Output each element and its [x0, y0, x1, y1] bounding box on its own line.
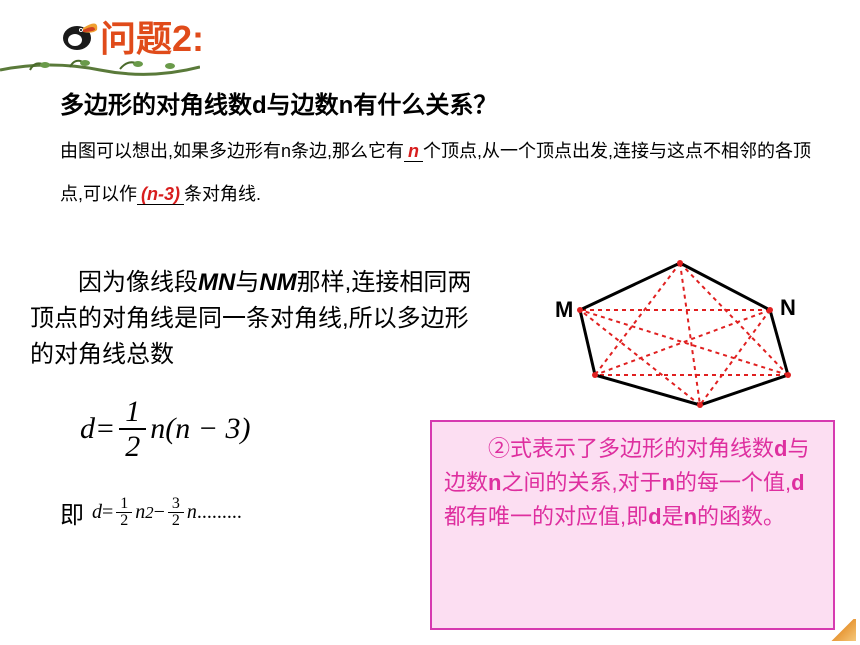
- sb-t4: 的每一个值,: [675, 470, 791, 495]
- sb-t6: 是: [662, 504, 684, 529]
- explanation-2: 因为像线段MN与NM那样,连接相同两顶点的对角线是同一条对角线,所以多边形的对角…: [30, 265, 490, 373]
- f2-n2: n: [135, 501, 145, 524]
- f2-eq: =: [102, 501, 113, 524]
- explanation-1: 由图可以想出,如果多边形有n条边,那么它有n个顶点,从一个顶点出发,连接与这点不…: [60, 130, 830, 216]
- vertex-label-m: M: [555, 297, 573, 322]
- var-mn: MN: [198, 269, 235, 296]
- f1-rest: n(n − 3): [150, 412, 250, 446]
- f2-dots: .........: [197, 501, 242, 524]
- e2-t2: 与: [235, 269, 259, 296]
- f2-label: 即: [60, 495, 84, 530]
- f2-den1: 2: [116, 513, 132, 529]
- f1-d: d: [80, 412, 95, 446]
- sb-t3: 之间的关系,对于: [501, 470, 661, 495]
- vertex-label-n: N: [780, 295, 796, 320]
- fill-blank-n3: (n-3): [137, 184, 184, 205]
- f1-frac: 1 2: [119, 395, 146, 463]
- f2-frac1: 1 2: [116, 496, 132, 529]
- polygon-diagram: M N: [540, 245, 820, 415]
- f2-frac2: 3 2: [168, 496, 184, 529]
- f2-minus: −: [154, 501, 165, 524]
- sb-d2: d: [791, 470, 804, 495]
- f2-n: n: [187, 501, 197, 524]
- summary-box: ②式表示了多边形的对角线数d与边数n之间的关系,对于n的每一个值,d都有唯一的对…: [430, 420, 835, 630]
- formula-expanded: 即 d = 1 2 n2 − 3 2 n .........: [60, 495, 242, 530]
- fill-blank-n: n: [404, 141, 423, 162]
- question-text: 多边形的对角线数d与边数n有什么关系？: [60, 85, 497, 120]
- f2-sup2: 2: [145, 503, 153, 523]
- explain1-pre: 由图可以想出,如果多边形有n条边,那么它有: [60, 141, 404, 161]
- sb-n2: n: [662, 470, 675, 495]
- formula-main: d = 1 2 n(n − 3): [80, 395, 250, 463]
- sb-t5: 都有唯一的对应值,即: [444, 504, 648, 529]
- f1-eq: =: [95, 412, 115, 446]
- sb-n: n: [488, 470, 501, 495]
- f2-num2: 3: [168, 496, 184, 513]
- sb-n3: n: [684, 504, 697, 529]
- e2-t1: 因为像线段: [78, 269, 198, 296]
- page-title: 问题2:: [100, 10, 204, 62]
- f2-den2: 2: [168, 513, 184, 529]
- toucan-icon: [55, 10, 100, 55]
- f1-den: 2: [119, 430, 146, 463]
- f2-d: d: [92, 501, 102, 524]
- page-corner-fold: [830, 619, 856, 641]
- sb-d: d: [774, 436, 787, 461]
- f2-num1: 1: [116, 496, 132, 513]
- f1-num: 1: [119, 395, 146, 430]
- var-nm: NM: [259, 269, 296, 296]
- explain1-post: 条对角线.: [184, 184, 261, 204]
- sb-t7: 的函数。: [697, 504, 785, 529]
- sb-t1: ②式表示了多边形的对角线数: [444, 436, 774, 461]
- sb-d3: d: [648, 504, 661, 529]
